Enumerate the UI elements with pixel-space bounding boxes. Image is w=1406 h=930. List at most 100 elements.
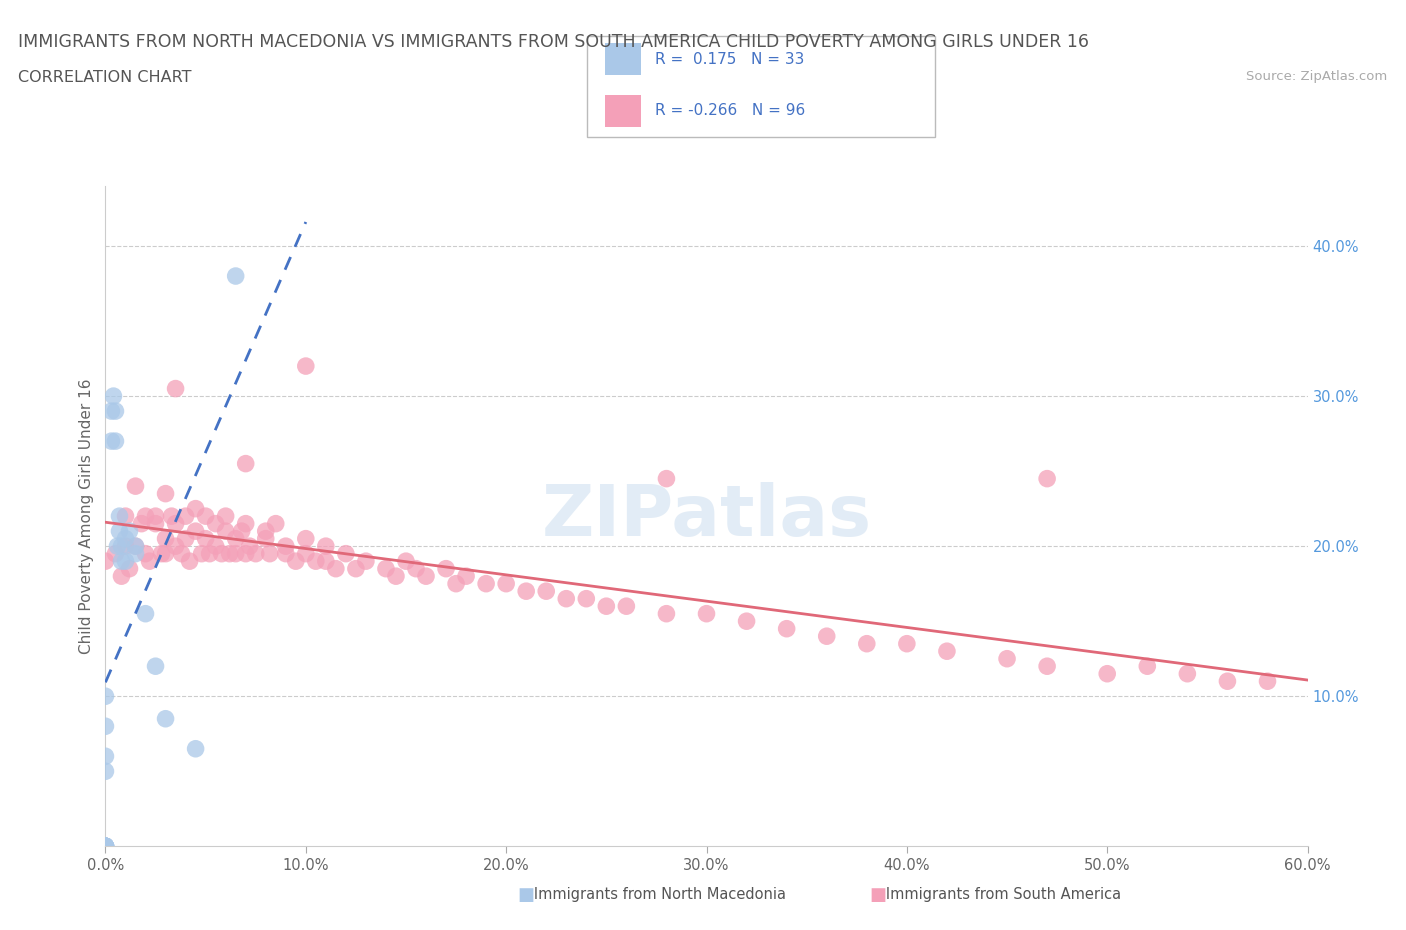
Point — [896, 636, 918, 651]
Point — [94, 839, 117, 854]
Point — [155, 711, 177, 726]
Point — [214, 509, 236, 524]
Point — [118, 561, 141, 576]
Point — [284, 553, 307, 568]
Point — [155, 546, 177, 561]
Text: Immigrants from South America: Immigrants from South America — [872, 887, 1121, 902]
Point — [315, 538, 337, 553]
Y-axis label: Child Poverty Among Girls Under 16: Child Poverty Among Girls Under 16 — [79, 379, 94, 654]
Point — [254, 524, 277, 538]
Point — [94, 749, 117, 764]
Point — [100, 433, 122, 448]
Point — [855, 636, 877, 651]
Point — [315, 553, 337, 568]
Point — [104, 404, 127, 418]
Point — [815, 629, 838, 644]
Point — [170, 546, 193, 561]
Point — [104, 546, 127, 561]
Point — [184, 524, 207, 538]
Point — [155, 531, 177, 546]
Point — [135, 546, 157, 561]
Point — [94, 839, 117, 854]
Point — [444, 577, 467, 591]
Point — [776, 621, 799, 636]
Point — [94, 553, 117, 568]
Point — [118, 524, 141, 538]
Point — [184, 501, 207, 516]
Point — [1097, 666, 1119, 681]
Point — [110, 538, 132, 553]
Point — [218, 546, 240, 561]
Point — [110, 569, 132, 584]
Point — [254, 531, 277, 546]
Point — [160, 509, 183, 524]
Point — [145, 509, 167, 524]
Point — [231, 524, 253, 538]
Point — [1257, 673, 1279, 688]
Point — [138, 553, 160, 568]
Point — [204, 516, 226, 531]
Point — [434, 561, 457, 576]
Point — [214, 524, 236, 538]
Point — [179, 553, 201, 568]
Point — [165, 516, 187, 531]
Point — [94, 839, 117, 854]
Text: R =  0.175   N = 33: R = 0.175 N = 33 — [655, 52, 804, 67]
Text: Source: ZipAtlas.com: Source: ZipAtlas.com — [1247, 70, 1388, 83]
Text: Immigrants from North Macedonia: Immigrants from North Macedonia — [520, 887, 786, 902]
Point — [94, 839, 117, 854]
Point — [264, 516, 287, 531]
Point — [114, 538, 136, 553]
Point — [415, 569, 437, 584]
Point — [108, 524, 131, 538]
Point — [1216, 673, 1239, 688]
Point — [165, 381, 187, 396]
Text: R = -0.266   N = 96: R = -0.266 N = 96 — [655, 103, 806, 118]
Point — [735, 614, 758, 629]
Point — [385, 569, 408, 584]
Point — [94, 839, 117, 854]
Point — [239, 538, 262, 553]
Point — [155, 486, 177, 501]
Point — [135, 509, 157, 524]
Point — [114, 509, 136, 524]
Point — [354, 553, 377, 568]
Point — [1136, 658, 1159, 673]
Text: ZIPatlas: ZIPatlas — [541, 482, 872, 551]
Point — [225, 546, 247, 561]
Point — [936, 644, 959, 658]
Point — [94, 839, 117, 854]
Point — [534, 584, 557, 599]
Point — [174, 509, 197, 524]
Point — [405, 561, 427, 576]
Point — [1177, 666, 1199, 681]
Point — [655, 472, 678, 486]
Point — [595, 599, 617, 614]
Point — [274, 546, 297, 561]
Point — [555, 591, 578, 606]
Point — [124, 479, 146, 494]
Point — [475, 577, 498, 591]
Point — [344, 561, 367, 576]
Point — [204, 538, 226, 553]
Point — [616, 599, 638, 614]
Point — [374, 561, 398, 576]
Point — [124, 538, 146, 553]
Point — [295, 546, 318, 561]
Point — [114, 553, 136, 568]
Point — [515, 584, 537, 599]
Point — [259, 546, 281, 561]
Text: ■: ■ — [869, 885, 886, 904]
Point — [696, 606, 718, 621]
Point — [211, 546, 233, 561]
Point — [1036, 658, 1059, 673]
Point — [235, 546, 257, 561]
Bar — [605, 44, 641, 75]
Point — [395, 553, 418, 568]
Text: IMMIGRANTS FROM NORTH MACEDONIA VS IMMIGRANTS FROM SOUTH AMERICA CHILD POVERTY A: IMMIGRANTS FROM NORTH MACEDONIA VS IMMIG… — [18, 33, 1090, 50]
Point — [94, 719, 117, 734]
Point — [194, 531, 217, 546]
Point — [108, 509, 131, 524]
Bar — [605, 95, 641, 126]
Point — [165, 538, 187, 553]
